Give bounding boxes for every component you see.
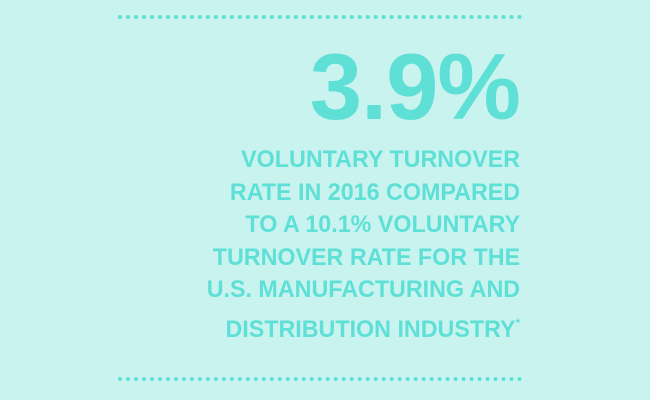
description: VOLUNTARY TURNOVER RATE IN 2016 COMPARED T… [197, 144, 520, 346]
description-text: DISTRIBUTION INDUSTRY [225, 315, 516, 343]
description-line: VOLUNTARY TURNOVER [207, 144, 520, 177]
footnote-mark: * [515, 315, 520, 330]
description-line: DISTRIBUTION INDUSTRY* [207, 307, 520, 347]
dotted-divider [118, 377, 522, 381]
description-text: U.S. MANUFACTURING AND [206, 276, 520, 303]
description-line: TO A 10.1% VOLUNTARY [207, 209, 520, 242]
description-text: RATE IN 2016 COMPARED [229, 178, 520, 206]
description-text: TO A 10.1% VOLUNTARY [245, 211, 520, 238]
description-line: RATE IN 2016 COMPARED [207, 177, 520, 210]
description-line: TURNOVER RATE FOR THE [207, 242, 520, 275]
dotted-divider [118, 15, 522, 19]
stat-figure: 3.9% [309, 34, 521, 139]
description-text: VOLUNTARY TURNOVER [241, 146, 521, 173]
description-line: U.S. MANUFACTURING AND [207, 274, 520, 307]
description-text: TURNOVER RATE FOR THE [212, 243, 520, 271]
